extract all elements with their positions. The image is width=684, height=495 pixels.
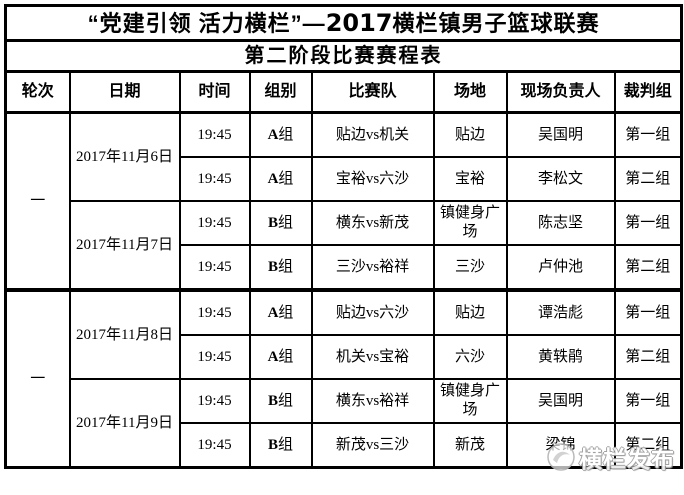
group-cell: B组	[248, 200, 313, 246]
group-word: 组	[278, 392, 294, 409]
referee-cell: 第二组	[613, 156, 683, 202]
manager-cell: 谭浩彪	[505, 288, 616, 336]
time-cell: 19:45	[178, 378, 251, 424]
header-venue: 场地	[432, 70, 508, 114]
group-letter: B	[267, 392, 278, 409]
group-cell: B组	[248, 378, 313, 424]
group-cell: A组	[248, 111, 313, 158]
referee-cell: 第二组	[613, 244, 683, 291]
time-cell: 19:45	[178, 200, 251, 246]
teams-cell: 横东vs裕祥	[310, 378, 435, 424]
teams-cell: 机关vs宝裕	[310, 334, 435, 380]
venue-cell: 宝裕	[432, 156, 508, 202]
header-round: 轮次	[4, 70, 71, 114]
header-teams: 比赛队	[310, 70, 435, 114]
header-row: 轮次 日期 时间 组别 比赛队 场地 现场负责人 裁判组	[4, 70, 683, 114]
title-year: 2017	[325, 9, 393, 37]
time-cell: 19:45	[178, 422, 251, 469]
group-word: 组	[278, 258, 294, 275]
group-letter: B	[267, 436, 278, 453]
group-letter: B	[267, 214, 278, 231]
manager-cell: 吴国明	[505, 378, 616, 424]
venue-cell: 六沙	[432, 334, 508, 380]
referee-cell: 第一组	[613, 378, 683, 424]
referee-cell: 第一组	[613, 200, 683, 246]
manager-cell: 黄轶鹃	[505, 334, 616, 380]
table-row: 2017年11月7日 19:45 B组 横东vs新茂 镇健身广场 陈志坚 第一组	[6, 200, 683, 291]
venue-cell: 新茂	[432, 422, 508, 469]
time-cell: 19:45	[178, 334, 251, 380]
header-manager: 现场负责人	[505, 70, 616, 114]
schedule-page: “党建引领 活力横栏”—2017横栏镇男子篮球联赛 第二阶段比赛赛程表 轮次 日…	[3, 4, 684, 469]
venue-cell: 贴边	[432, 288, 508, 336]
date-cell: 2017年11月9日	[68, 378, 181, 469]
teams-cell: 贴边vs六沙	[310, 288, 435, 336]
title-suffix: 横栏镇男子篮球联赛	[392, 11, 600, 36]
teams-cell: 贴边vs机关	[310, 111, 435, 158]
header-group: 组别	[248, 70, 313, 114]
date-cell: 2017年11月7日	[68, 200, 181, 291]
table-row: 2017年11月9日 19:45 B组 横东vs裕祥 镇健身广场 吴国明 第一组	[6, 378, 683, 469]
manager-cell: 吴国明	[505, 111, 616, 158]
title-prefix: “党建引领 活力横栏”—	[87, 11, 326, 36]
round-cell: 一	[4, 111, 71, 291]
manager-cell: 梁锦	[505, 422, 616, 469]
group-letter: A	[267, 348, 279, 365]
time-cell: 19:45	[178, 156, 251, 202]
group-letter: B	[267, 258, 278, 275]
group-word: 组	[278, 214, 294, 231]
venue-cell: 三沙	[432, 244, 508, 291]
time-cell: 19:45	[178, 288, 251, 336]
group-word: 组	[278, 304, 294, 321]
manager-cell: 陈志坚	[505, 200, 616, 246]
teams-cell: 新茂vs三沙	[310, 422, 435, 469]
round-cell: 一	[4, 288, 71, 469]
header-referee: 裁判组	[613, 70, 683, 114]
table-row: 19:45 A组 机关vs宝裕 六沙 黄轶鹃 第二组	[6, 334, 683, 380]
time-cell: 19:45	[178, 111, 251, 158]
venue-cell: 贴边	[432, 111, 508, 158]
manager-cell: 卢仲池	[505, 244, 616, 291]
referee-cell: 第一组	[613, 288, 683, 336]
date-cell: 2017年11月8日	[68, 288, 181, 380]
group-cell: B组	[248, 244, 313, 291]
venue-cell: 镇健身广场	[432, 378, 508, 424]
schedule-table: “党建引领 活力横栏”—2017横栏镇男子篮球联赛 第二阶段比赛赛程表 轮次 日…	[3, 4, 684, 469]
group-cell: A组	[248, 334, 313, 380]
teams-cell: 三沙vs裕祥	[310, 244, 435, 291]
referee-cell: 第二组	[613, 334, 683, 380]
group-cell: A组	[248, 288, 313, 336]
header-date: 日期	[68, 70, 181, 114]
date-cell: 2017年11月6日	[68, 111, 181, 202]
group-word: 组	[278, 126, 294, 143]
manager-cell: 李松文	[505, 156, 616, 202]
table-row: 一 2017年11月8日 19:45 A组 贴边vs六沙 贴边 谭浩彪 第一组	[4, 288, 683, 469]
group-cell: A组	[248, 156, 313, 202]
group-word: 组	[278, 436, 294, 453]
group-cell: B组	[248, 422, 313, 469]
group-word: 组	[278, 348, 294, 365]
time-cell: 19:45	[178, 244, 251, 291]
table-row: 一 2017年11月6日 19:45 A组 贴边vs机关 贴边 吴国明 第一组	[4, 111, 683, 291]
group-letter: A	[267, 170, 279, 187]
table-row: 19:45 A组 宝裕vs六沙 宝裕 李松文 第二组	[6, 156, 683, 202]
venue-cell: 镇健身广场	[432, 200, 508, 246]
group-word: 组	[278, 170, 294, 187]
group-letter: A	[267, 126, 279, 143]
teams-cell: 横东vs新茂	[310, 200, 435, 246]
page-title: “党建引领 活力横栏”—2017横栏镇男子篮球联赛	[3, 4, 684, 42]
teams-cell: 宝裕vs六沙	[310, 156, 435, 202]
page-subtitle: 第二阶段比赛赛程表	[3, 39, 684, 73]
header-time: 时间	[178, 70, 251, 114]
referee-cell: 第一组	[613, 111, 683, 158]
referee-cell: 第二组	[613, 422, 683, 469]
table-row: 19:45 B组 三沙vs裕祥 三沙 卢仲池 第二组	[6, 244, 683, 291]
group-letter: A	[267, 304, 279, 321]
